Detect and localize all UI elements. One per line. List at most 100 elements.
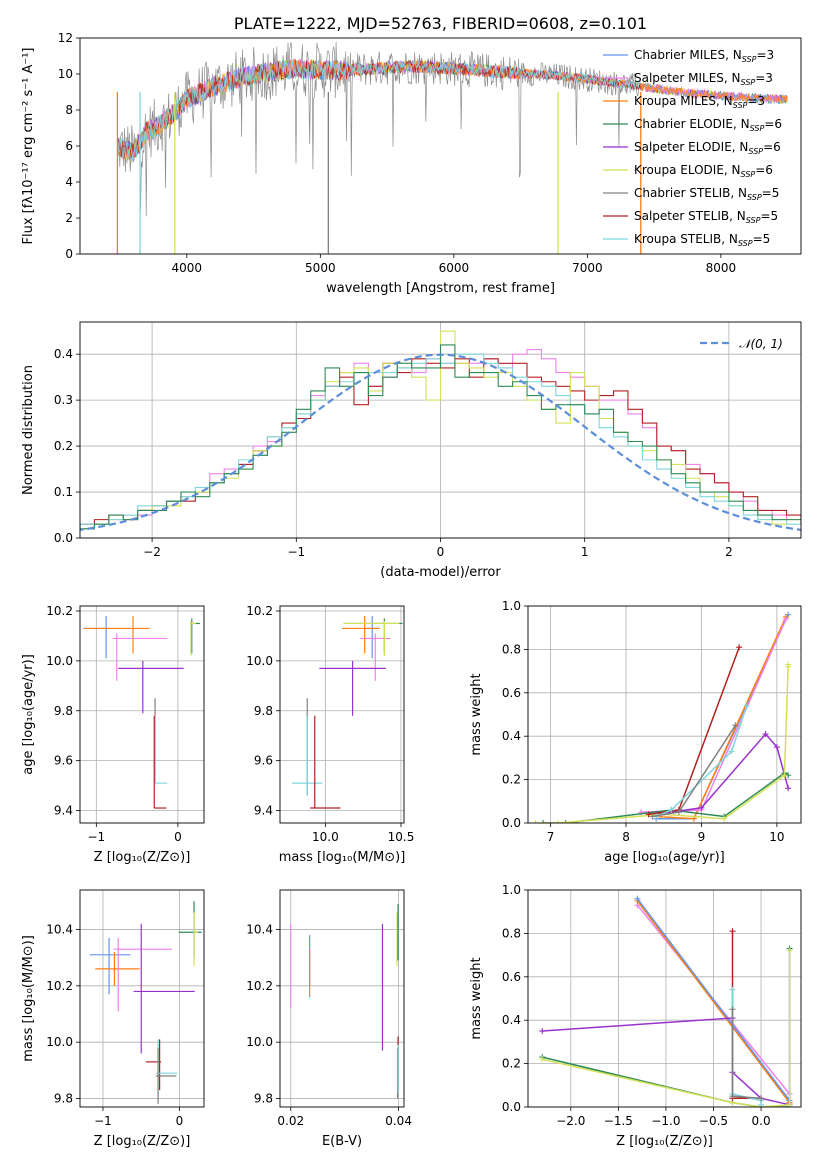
y-tick-label: 9.8: [254, 1092, 273, 1106]
y-tick-label: 1.0: [502, 883, 521, 897]
data-point: [732, 722, 739, 729]
legend-text: =5: [753, 232, 771, 246]
legend-label: Chabrier MILES, NSSP=3: [634, 48, 774, 64]
axes-frame: [279, 889, 405, 1108]
series-kroupa_miles: [636, 900, 791, 1104]
legend-label: Kroupa ELODIE, NSSP=6: [634, 163, 773, 179]
y-tick-label: 1.0: [502, 599, 521, 613]
x-tick-label: −2.0: [556, 1114, 585, 1128]
data-point: [786, 947, 793, 954]
y-tick-label: 4: [65, 175, 73, 189]
legend-text: =6: [755, 163, 773, 177]
plot-area: [116, 41, 788, 254]
data-point: [532, 820, 539, 823]
plot-area: [89, 901, 202, 1105]
axes-frame: [79, 37, 802, 255]
legend-subscript: SSP: [741, 170, 756, 179]
y-tick-label: 0.2: [502, 1057, 521, 1071]
y-tick-label: 8: [65, 103, 73, 117]
legend-label: Kroupa STELIB, NSSP=5: [634, 232, 770, 248]
y-tick-label: 0.0: [502, 1100, 521, 1114]
legend-subscript: SSP: [733, 101, 748, 110]
y-axis-label: mass weight: [469, 673, 484, 755]
data-point: [555, 820, 562, 823]
data-point: [634, 895, 641, 902]
data-point: [781, 772, 788, 779]
chart-age-vs-Z: −1 0 9.4 9.6 9.8 10.0 10.2 Z [log₁₀(Z/Z⊙)] age […: [21, 604, 205, 865]
x-tick-label: 0: [174, 830, 182, 844]
y-tick-label: 0.1: [54, 485, 73, 499]
plot-area: [80, 330, 801, 532]
data-point: [729, 928, 736, 935]
y-axis-label: Normed distribution: [21, 365, 36, 495]
y-tick-label: 0.6: [502, 686, 521, 700]
series-salpeter_stelib: [117, 60, 641, 159]
data-point: [649, 813, 656, 820]
x-axis-label: E(B-V): [322, 1134, 362, 1149]
x-tick-label: −1: [94, 1114, 112, 1128]
legend-text: Chabrier ELODIE, N: [634, 117, 750, 131]
x-tick-label: 0: [437, 545, 445, 559]
x-axis-label: Z [log₁₀(Z/Z⊙)]: [616, 1134, 713, 1149]
data-point: [785, 663, 792, 670]
x-tick-label: 8000: [706, 261, 737, 275]
x-tick-label: 8: [622, 830, 630, 844]
x-tick-label: 0.0: [752, 1114, 771, 1128]
legend-text: =5: [762, 186, 780, 200]
y-tick-label: 10: [58, 67, 73, 81]
x-axis-label: wavelength [Angstrom, rest frame]: [326, 281, 555, 296]
y-tick-label: 0.8: [502, 926, 521, 940]
legend-subscript: SSP: [747, 193, 762, 202]
y-tick-label: 10.2: [46, 979, 73, 993]
series-chabrier_miles: [636, 898, 791, 1101]
data-point: [782, 616, 789, 623]
legend-label: Salpeter MILES, NSSP=3: [634, 71, 773, 87]
axes-frame: [527, 605, 802, 824]
data-point: [736, 644, 743, 651]
x-axis-label: Z [log₁₀(Z/Z⊙)]: [94, 1134, 191, 1149]
y-tick-label: 0.2: [502, 773, 521, 787]
y-axis-label: age [log₁₀(age/yr)]: [21, 654, 36, 775]
legend-label: Salpeter STELIB, NSSP=5: [634, 209, 778, 225]
legend-text: =6: [763, 140, 781, 154]
x-tick-label: −1: [87, 830, 105, 844]
data-point: [698, 804, 705, 811]
y-tick-label: 10.2: [46, 604, 73, 618]
plot-area: [539, 895, 793, 1107]
plot-area: [290, 904, 399, 1099]
data-point: [721, 815, 728, 822]
y-tick-label: 0.4: [502, 1013, 521, 1027]
data-point: [540, 820, 547, 823]
x-tick-label: −1: [287, 545, 305, 559]
y-tick-label: 10.2: [246, 604, 273, 618]
legend-text: Salpeter ELODIE, N: [634, 140, 748, 154]
chart-age-vs-mass: 10.0 10.5 9.4 9.6 9.8 10.0 10.2 mass [log₁₀(M/M…: [246, 604, 414, 865]
legend-text: Kroupa MILES, N: [634, 94, 733, 108]
normal-curve: [80, 353, 801, 532]
y-axis-label: Flux [fλ10⁻¹⁷ erg cm⁻² s⁻¹ A⁻¹]: [21, 48, 36, 245]
data-point: [539, 1056, 546, 1063]
data-point: [668, 806, 675, 813]
legend-text: =6: [764, 117, 782, 131]
y-axis-label: mass weight: [469, 957, 484, 1039]
legend-label: 𝒩(0, 1): [739, 337, 783, 351]
y-tick-label: 10.0: [46, 1035, 73, 1049]
axes-frame: [279, 605, 405, 824]
legend-label: Chabrier ELODIE, NSSP=6: [634, 117, 782, 133]
data-point: [773, 744, 780, 751]
y-tick-label: 9.4: [254, 804, 273, 818]
x-tick-label: −0.5: [699, 1114, 728, 1128]
plot-area: [83, 615, 200, 809]
data-point: [729, 1093, 736, 1100]
x-tick-label: 4000: [172, 261, 203, 275]
y-tick-label: 9.6: [54, 754, 73, 768]
series-kroupa_elodie: [542, 950, 791, 1107]
data-point: [675, 809, 682, 816]
data-point: [645, 811, 652, 818]
chart-weight-vs-Z: −2.0 −1.5 −1.0 −0.5 0.0 0.0 0.2 0.4 0.6 0.8 1.0 Z […: [469, 883, 802, 1149]
series-kroupa_stelib: [117, 60, 641, 163]
x-axis-label: Z [log₁₀(Z/Z⊙)]: [94, 850, 191, 865]
legend-text: Kroupa ELODIE, N: [634, 163, 741, 177]
x-tick-label: 10.5: [388, 830, 415, 844]
